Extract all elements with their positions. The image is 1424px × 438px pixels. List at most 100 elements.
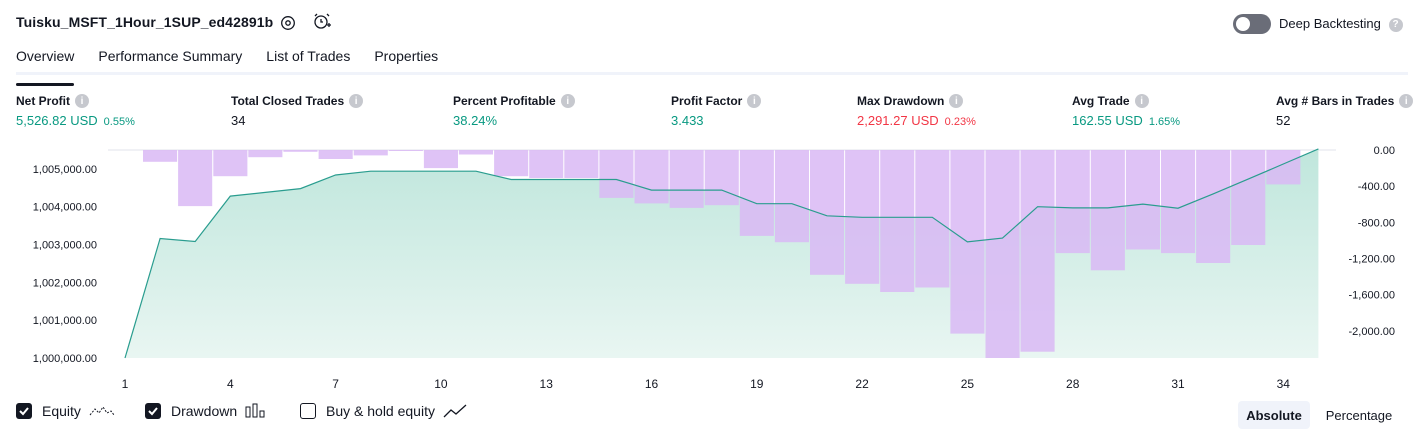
equity-area — [125, 148, 1319, 358]
legend-equity[interactable]: Equity — [16, 403, 115, 419]
y2-tick-label: -1,200.00 — [1349, 254, 1395, 266]
tab-bar: Overview Performance Summary List of Tra… — [16, 46, 462, 86]
help-icon[interactable]: ? — [1388, 17, 1403, 32]
metric-label: Net Profit — [16, 94, 70, 108]
left-y-axis: 1,000,000.00 1,001,000.00 1,002,000.00 1,00… — [33, 164, 97, 365]
y-tick-label: 1,005,000.00 — [33, 164, 97, 176]
legend-drawdown[interactable]: Drawdown — [145, 403, 267, 419]
y-tick-label: 1,002,000.00 — [33, 277, 97, 289]
drawdown-bar[interactable] — [213, 150, 248, 177]
drawdown-bars — [143, 150, 1301, 358]
legend-buy-hold[interactable]: Buy & hold equity — [300, 403, 467, 419]
drawdown-bar[interactable] — [248, 150, 283, 158]
metric-total-closed-trades: Total Closed Trades i 34 — [231, 94, 364, 128]
metric-label: Profit Factor — [671, 94, 743, 108]
drawdown-bar[interactable] — [283, 150, 318, 152]
drawdown-bar[interactable] — [1161, 150, 1196, 254]
x-tick-label: 4 — [227, 377, 234, 391]
drawdown-bar[interactable] — [669, 150, 704, 208]
drawdown-bar[interactable] — [810, 150, 845, 275]
drawdown-bar[interactable] — [880, 150, 915, 292]
tab-list-of-trades[interactable]: List of Trades — [266, 48, 351, 64]
tab-properties[interactable]: Properties — [374, 48, 439, 64]
help-icon[interactable]: i — [949, 94, 964, 108]
equity-line-path — [124, 148, 1319, 359]
drawdown-bar[interactable] — [985, 150, 1020, 358]
drawdown-bar[interactable] — [458, 150, 493, 155]
y-tick-label: 1,004,000.00 — [33, 202, 97, 214]
metric-label: Avg Trade — [1072, 94, 1130, 108]
gear-icon[interactable] — [278, 13, 298, 33]
drawdown-bar[interactable] — [494, 150, 529, 177]
metric-avg-bars-in-trades: Avg # Bars in Trades i 52 — [1276, 94, 1414, 128]
y2-tick-label: -400.00 — [1358, 181, 1395, 193]
legend-label: Drawdown — [171, 403, 238, 419]
x-tick-label: 28 — [1066, 377, 1080, 391]
y2-tick-label: -2,000.00 — [1349, 326, 1395, 338]
legend-label: Equity — [42, 403, 81, 419]
x-tick-label: 10 — [434, 377, 448, 391]
drawdown-bar[interactable] — [388, 150, 423, 151]
y2-tick-label: 0.00 — [1374, 145, 1395, 157]
deep-backtesting-toggle[interactable] — [1233, 14, 1271, 34]
help-icon[interactable]: i — [349, 94, 364, 108]
drawdown-bar[interactable] — [599, 150, 634, 198]
x-tick-label: 16 — [645, 377, 659, 391]
x-tick-label: 1 — [122, 377, 129, 391]
drawdown-bar[interactable] — [1125, 150, 1160, 250]
drawdown-bar[interactable] — [774, 150, 809, 243]
equity-drawdown-chart[interactable]: 1,000,000.00 1,001,000.00 1,002,000.00 1,00… — [0, 140, 1424, 395]
metric-value: 3.433 — [671, 113, 704, 128]
help-icon[interactable]: i — [747, 94, 762, 108]
help-icon[interactable]: i — [75, 94, 89, 108]
drawdown-bar[interactable] — [634, 150, 669, 204]
y2-tick-label: -800.00 — [1358, 217, 1395, 229]
x-axis: 1 4 7 10 13 16 19 22 25 28 31 34 — [122, 377, 1291, 391]
absolute-button[interactable]: Absolute — [1238, 401, 1310, 429]
metric-percent: 1.65% — [1148, 116, 1181, 128]
equity-line — [124, 148, 1319, 359]
tab-divider — [16, 72, 1408, 75]
strategy-title: Tuisku_MSFT_1Hour_1SUP_ed42891b — [16, 14, 274, 30]
drawdown-bar[interactable] — [1266, 150, 1301, 185]
metric-percent: 0.23% — [944, 116, 976, 128]
drawdown-bar[interactable] — [143, 150, 178, 162]
drawdown-bar[interactable] — [1020, 150, 1055, 352]
drawdown-bar[interactable] — [1231, 150, 1266, 245]
drawdown-bar[interactable] — [1090, 150, 1125, 271]
metric-value: 162.55 USD — [1072, 113, 1143, 128]
percentage-button[interactable]: Percentage — [1325, 407, 1393, 423]
tab-performance-summary[interactable]: Performance Summary — [98, 48, 243, 64]
right-y-axis: 0.00 -400.00 -800.00 -1,200.00 -1,600.00 -2,0… — [1349, 145, 1395, 338]
drawdown-bar[interactable] — [739, 150, 774, 236]
drawdown-checkbox[interactable] — [145, 403, 161, 419]
drawdown-bar[interactable] — [915, 150, 950, 288]
help-icon[interactable]: i — [1134, 94, 1149, 108]
metric-label: Avg # Bars in Trades — [1276, 94, 1395, 108]
drawdown-bar[interactable] — [529, 150, 564, 178]
metric-percent: 0.55% — [103, 116, 135, 128]
equity-line-icon — [89, 406, 115, 416]
drawdown-bar[interactable] — [423, 150, 458, 169]
tab-overview[interactable]: Overview — [16, 46, 75, 86]
drawdown-bar[interactable] — [318, 150, 353, 159]
y-tick-label: 1,003,000.00 — [33, 240, 97, 252]
help-icon[interactable]: i — [1399, 94, 1414, 108]
y-tick-label: 1,000,000.00 — [33, 353, 97, 365]
drawdown-bar[interactable] — [1196, 150, 1231, 263]
y-tick-label: 1,001,000.00 — [33, 315, 97, 327]
equity-checkbox[interactable] — [16, 403, 32, 419]
metric-net-profit: Net Profit i 5,526.82 USD 0.55% — [16, 94, 135, 128]
legend-label: Buy & hold equity — [326, 403, 435, 419]
buy-hold-checkbox[interactable] — [300, 403, 316, 419]
alarm-clock-plus-icon[interactable] — [312, 12, 332, 32]
drawdown-bar[interactable] — [353, 150, 388, 156]
x-tick-label: 22 — [855, 377, 869, 391]
drawdown-bar[interactable] — [178, 150, 213, 207]
help-icon[interactable]: i — [560, 94, 575, 108]
drawdown-bar[interactable] — [704, 150, 739, 206]
drawdown-bar[interactable] — [1055, 150, 1090, 254]
metric-value: 52 — [1276, 113, 1291, 128]
equity-area-fill — [125, 148, 1319, 358]
drawdown-bar[interactable] — [564, 150, 599, 178]
